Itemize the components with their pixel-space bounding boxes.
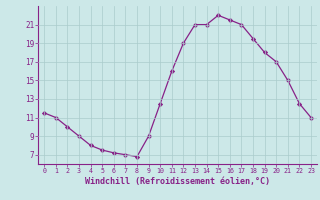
X-axis label: Windchill (Refroidissement éolien,°C): Windchill (Refroidissement éolien,°C) (85, 177, 270, 186)
